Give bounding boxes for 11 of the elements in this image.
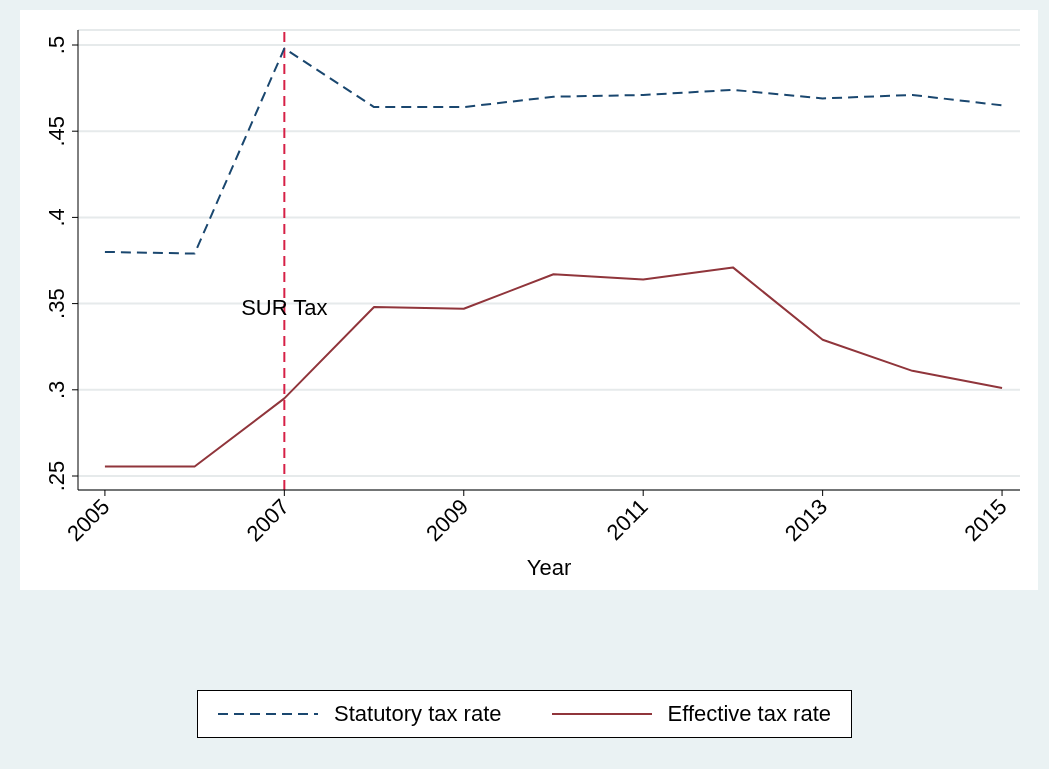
y-tick-label: .45 [44,115,69,147]
y-tick-label: .5 [44,35,69,55]
y-tick-label: .25 [44,460,69,492]
y-tick-label: .3 [44,380,69,399]
x-axis-title: Year [526,555,572,580]
legend-label: Statutory tax rate [334,701,502,727]
y-tick-label: .35 [44,288,69,319]
line-series [103,47,1004,255]
y-tick-label: .4 [44,208,69,227]
legend-label: Effective tax rate [667,701,831,727]
line-series [103,266,1004,468]
